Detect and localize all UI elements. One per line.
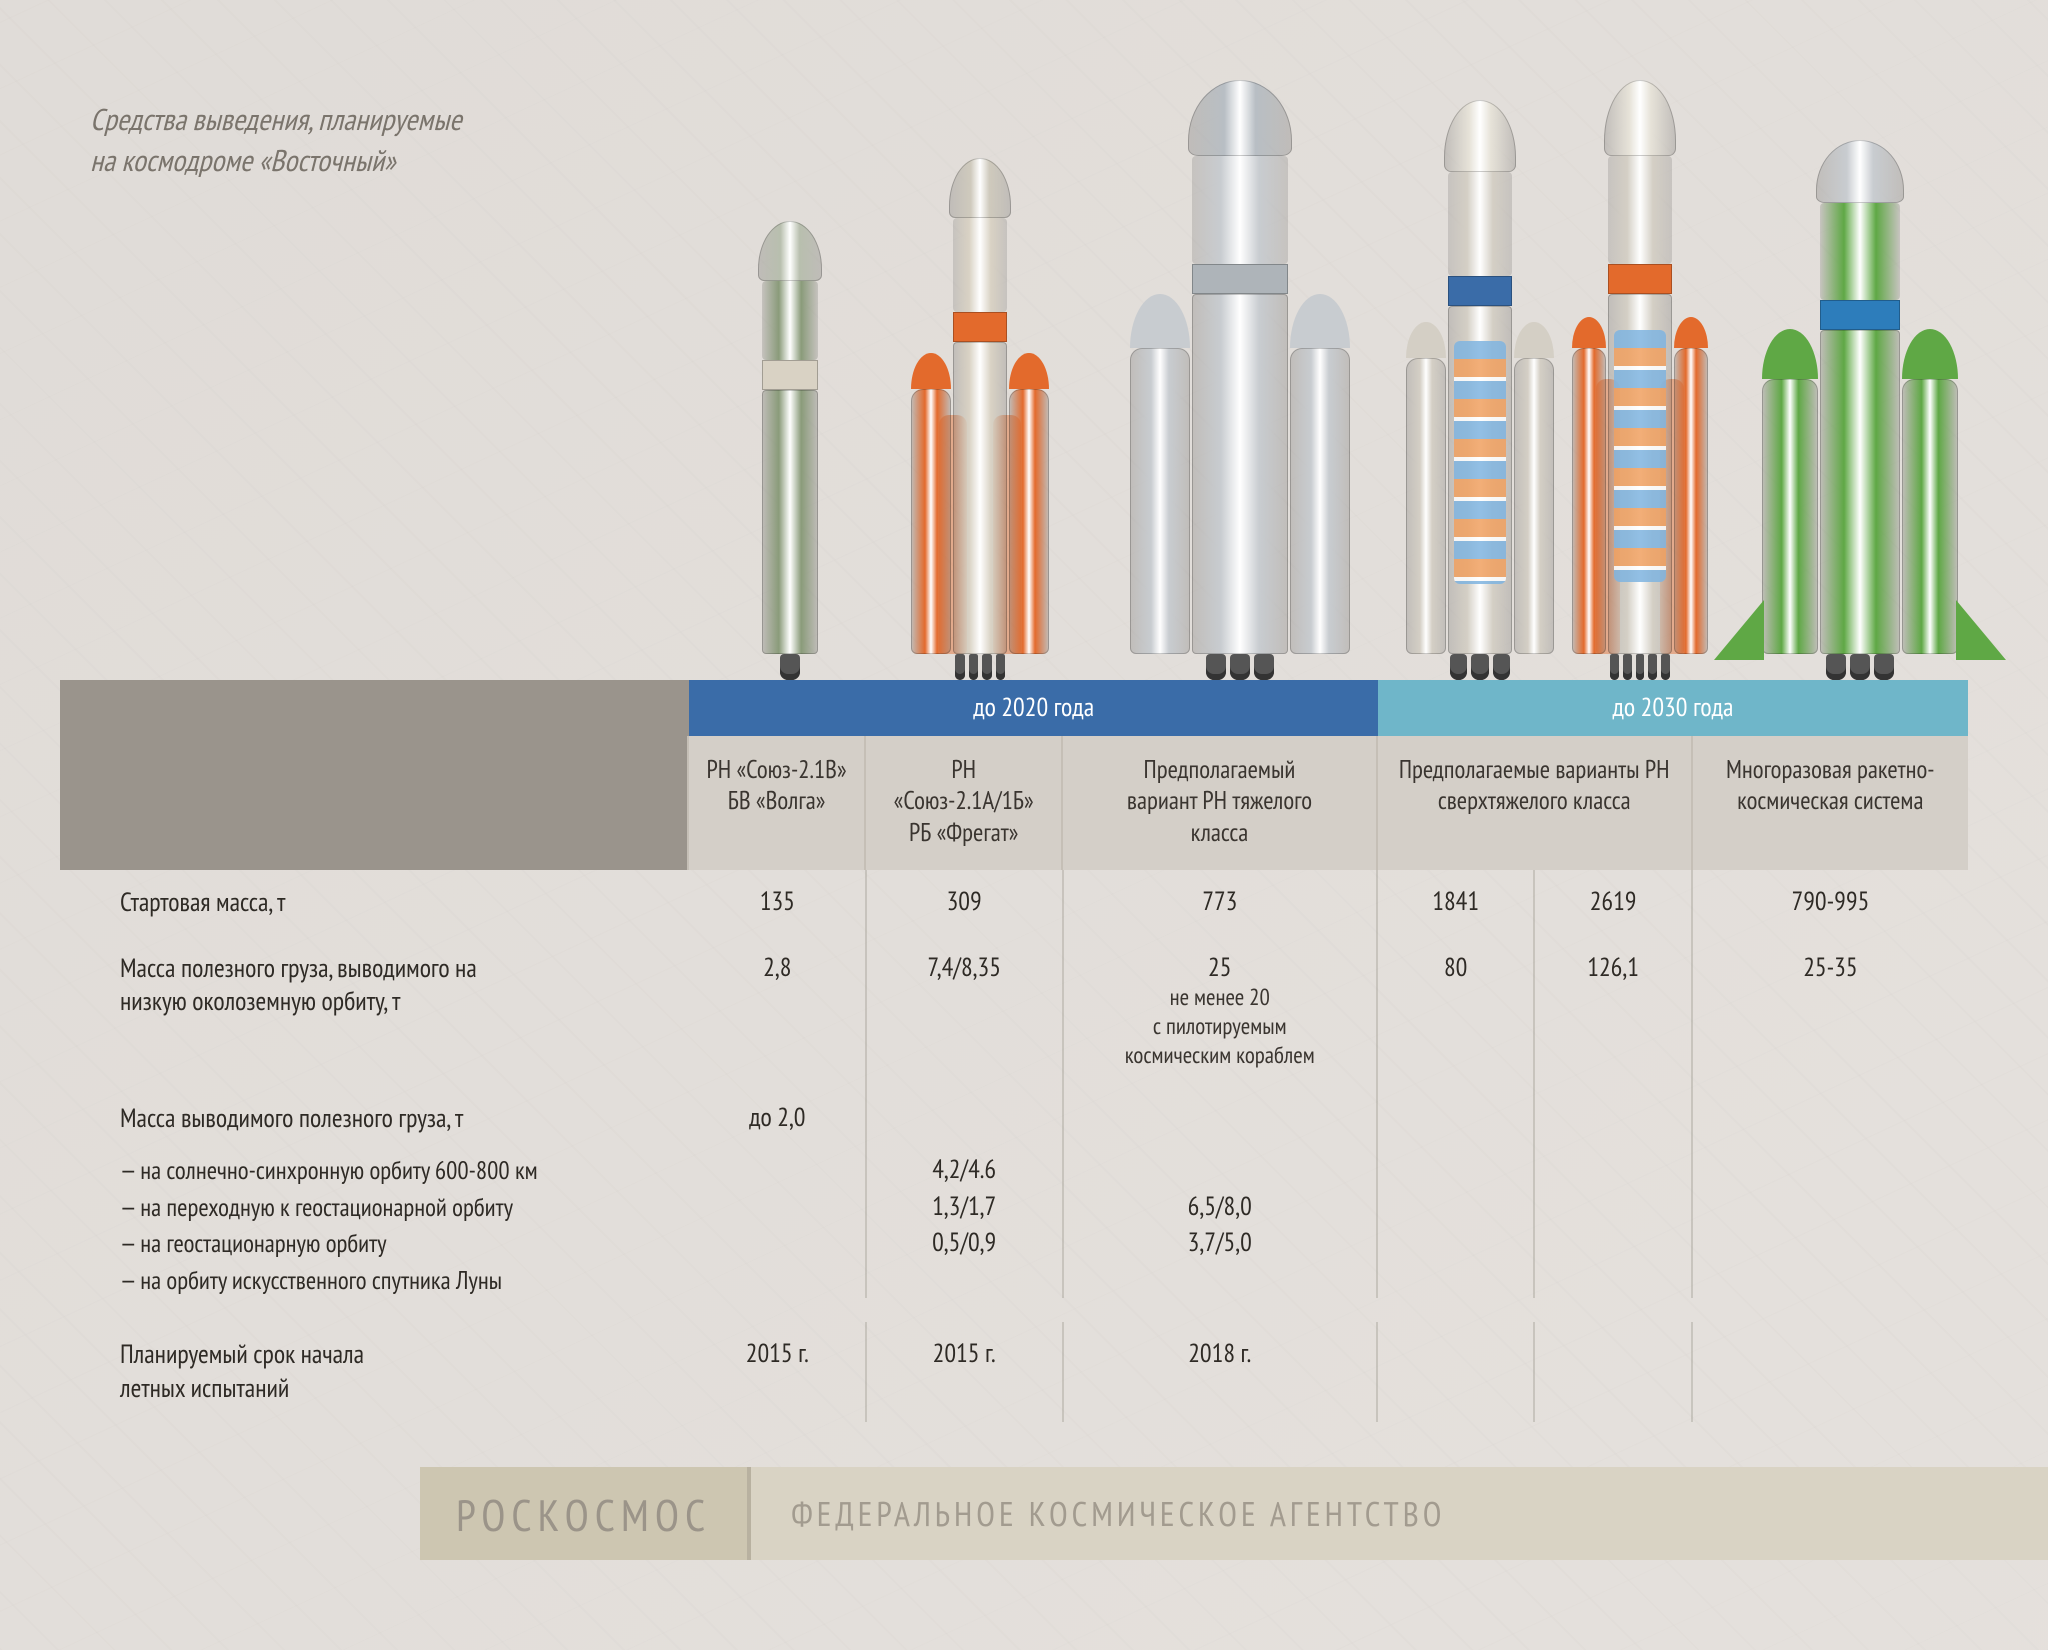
table-cell — [1064, 1086, 1378, 1152]
table-body: Стартовая масса, т13530977318412619790-9… — [60, 870, 1968, 1422]
row-label: Стартовая масса, т — [60, 870, 690, 936]
rocket-superheavy-a — [1400, 100, 1560, 680]
table-cell: 1841 — [1378, 870, 1535, 936]
row-label: — на переходную к геостационарной орбиту — [60, 1189, 690, 1226]
table-cell: 790-995 — [1693, 870, 1968, 936]
table-cell — [867, 1086, 1064, 1152]
table-cell: 80 — [1378, 936, 1535, 1087]
content-root: Средства выведения, планируемые на космо… — [0, 0, 2048, 1650]
table-cell: 309 — [867, 870, 1064, 936]
footer-spacer — [0, 1467, 420, 1560]
table-row: — на переходную к геостационарной орбиту… — [60, 1189, 1968, 1226]
column-header: Предполагаемые варианты РН сверхтяжелого… — [1378, 736, 1693, 870]
rocket-superheavy-b — [1560, 80, 1720, 680]
table-row: — на солнечно-синхронную орбиту 600-800 … — [60, 1152, 1968, 1189]
table-cell: 2619 — [1535, 870, 1692, 936]
table-row: Масса выводимого полезного груза, тдо 2,… — [60, 1086, 1968, 1152]
table-cell — [867, 1262, 1064, 1299]
table-cell: 2015 г. — [867, 1322, 1064, 1422]
table-cell — [1378, 1189, 1535, 1226]
table-cell — [1378, 1152, 1535, 1189]
table-cell: 773 — [1064, 870, 1378, 936]
rockets-row — [0, 60, 2048, 680]
table-row: Стартовая масса, т13530977318412619790-9… — [60, 870, 1968, 936]
footer: РОСКОСМОС ФЕДЕРАЛЬНОЕ КОСМИЧЕСКОЕ АГЕНТС… — [0, 1467, 2048, 1560]
table-cell — [1693, 1322, 1968, 1422]
column-header: Многоразовая ракетно- космическая систем… — [1693, 736, 1968, 870]
column-headers-row: РН «Союз-2.1В» БВ «Волга»РН «Союз-2.1А/1… — [60, 736, 1968, 870]
period-header: до 2020 года — [689, 680, 1377, 736]
table-cell: 2,8 — [690, 936, 867, 1087]
footer-logo: РОСКОСМОС — [420, 1467, 747, 1560]
period-spacer — [60, 680, 689, 736]
table-cell: 0,5/0,9 — [867, 1225, 1064, 1262]
table-cell — [1693, 1225, 1968, 1262]
rocket-reusable — [1720, 140, 2000, 680]
table-cell — [1378, 1225, 1535, 1262]
table-cell — [1378, 1262, 1535, 1299]
table-cell — [1535, 1322, 1692, 1422]
row-label: — на геостационарную орбиту — [60, 1225, 690, 1262]
table-cell — [1535, 1189, 1692, 1226]
rocket-soyuz-21a — [880, 160, 1080, 680]
table-cell — [1535, 1086, 1692, 1152]
table-row: Планируемый срок начала летных испытаний… — [60, 1322, 1968, 1422]
table-cell — [1693, 1086, 1968, 1152]
table-cell: 7,4/8,35 — [867, 936, 1064, 1087]
table-cell: 25не менее 20 с пилотируемым космическим… — [1064, 936, 1378, 1087]
table-cell: 25-35 — [1693, 936, 1968, 1087]
table-cell — [690, 1262, 867, 1299]
table-cell — [1693, 1189, 1968, 1226]
col-header-spacer — [60, 736, 689, 870]
table-cell: 126,1 — [1535, 936, 1692, 1087]
table-cell — [1064, 1152, 1378, 1189]
table-row: Масса полезного груза, выводимого на низ… — [60, 936, 1968, 1087]
table-cell: до 2,0 — [690, 1086, 867, 1152]
row-label: — на орбиту искусственного спутника Луны — [60, 1262, 690, 1299]
rocket-soyuz-21v — [700, 240, 880, 680]
table-cell — [1378, 1086, 1535, 1152]
table-cell — [1378, 1322, 1535, 1422]
row-label: Масса выводимого полезного груза, т — [60, 1086, 690, 1152]
table-cell: 1,3/1,7 — [867, 1189, 1064, 1226]
column-header: РН «Союз-2.1А/1Б» РБ «Фрегат» — [866, 736, 1063, 870]
table-row: — на геостационарную орбиту 0,5/0,93,7/5,… — [60, 1225, 1968, 1262]
rocket-heavy — [1080, 80, 1400, 680]
table-cell: 3,7/5,0 — [1064, 1225, 1378, 1262]
table-cell — [1693, 1152, 1968, 1189]
table-cell: 2018 г. — [1064, 1322, 1378, 1422]
row-label: Планируемый срок начала летных испытаний — [60, 1322, 690, 1422]
row-label: Масса полезного груза, выводимого на низ… — [60, 936, 690, 1087]
footer-agency-label: ФЕДЕРАЛЬНОЕ КОСМИЧЕСКОЕ АГЕНТСТВО — [747, 1467, 2048, 1560]
table-row: — на орбиту искусственного спутника Луны — [60, 1262, 1968, 1299]
table-cell — [1535, 1152, 1692, 1189]
table-cell: 4,2/4.6 — [867, 1152, 1064, 1189]
table-cell — [1693, 1262, 1968, 1299]
table-cell — [690, 1152, 867, 1189]
column-header: Предполагаемый вариант РН тяжелого класс… — [1063, 736, 1378, 870]
table-cell: 6,5/8,0 — [1064, 1189, 1378, 1226]
table-cell — [1535, 1262, 1692, 1299]
table-cell — [690, 1225, 867, 1262]
period-header: до 2030 года — [1378, 680, 1968, 736]
specs-table: до 2020 годадо 2030 года РН «Союз-2.1В» … — [60, 680, 1968, 1422]
period-headers-row: до 2020 годадо 2030 года — [60, 680, 1968, 736]
table-cell: 2015 г. — [690, 1322, 867, 1422]
table-cell — [1535, 1225, 1692, 1262]
table-cell — [690, 1189, 867, 1226]
table-cell: 135 — [690, 870, 867, 936]
table-cell — [1064, 1262, 1378, 1299]
column-header: РН «Союз-2.1В» БВ «Волга» — [689, 736, 866, 870]
row-label: — на солнечно-синхронную орбиту 600-800 … — [60, 1152, 690, 1189]
